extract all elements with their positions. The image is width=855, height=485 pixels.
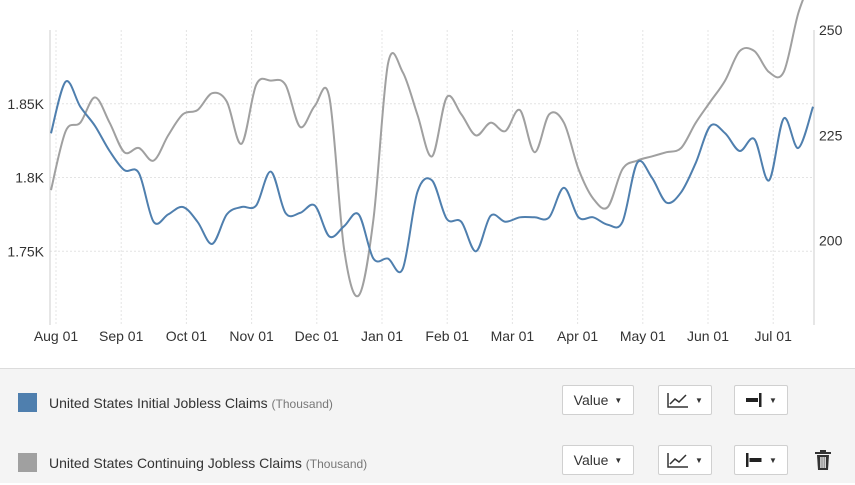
axis-dropdown-initial[interactable]: ▼	[734, 385, 788, 415]
x-tick-label: Sep 01	[99, 328, 144, 344]
value-dropdown-continuing[interactable]: Value ▼	[562, 445, 634, 475]
series-unit-initial: (Thousand)	[271, 397, 333, 411]
series-line-initial-claims	[50, 80, 814, 274]
y-right-tick-label: 225	[819, 127, 843, 143]
caret-down-icon: ▼	[614, 395, 623, 405]
jobless-claims-chart: 1.85K 1.8K 1.75K 250 225 200 Aug 01 Sep 01 Oct 0…	[7, 0, 843, 344]
x-tick-label: Mar 01	[491, 328, 535, 344]
left-axis-icon	[746, 453, 762, 467]
x-tick-label: Apr 01	[557, 328, 598, 344]
y-right-tick-label: 250	[819, 22, 843, 38]
x-tick-label: Dec 01	[295, 328, 340, 344]
x-tick-label: May 01	[620, 328, 666, 344]
chart-series	[50, 0, 814, 298]
series-line-continuing-claims	[50, 0, 804, 298]
caret-down-icon: ▼	[614, 455, 623, 465]
series-color-swatch-continuing	[18, 453, 37, 472]
chart-axes: 1.85K 1.8K 1.75K 250 225 200 Aug 01 Sep 01 Oct 0…	[7, 22, 842, 344]
legend-panel: United States Initial Jobless Claims (Th…	[0, 368, 855, 483]
series-label-continuing: United States Continuing Jobless Claims …	[49, 455, 368, 471]
right-axis-icon	[746, 393, 762, 407]
legend-row-continuing-claims: United States Continuing Jobless Claims …	[0, 445, 855, 485]
x-tick-label: Oct 01	[166, 328, 207, 344]
axis-dropdown-continuing[interactable]: ▼	[734, 445, 788, 475]
series-color-swatch-initial	[18, 393, 37, 412]
line-chart-icon	[667, 453, 689, 468]
legend-row-initial-claims: United States Initial Jobless Claims (Th…	[0, 385, 855, 425]
chart-grid	[50, 30, 814, 325]
x-tick-label: Aug 01	[34, 328, 79, 344]
line-chart-icon	[667, 393, 689, 408]
x-tick-label: Jan 01	[361, 328, 403, 344]
x-tick-label: Jun 01	[687, 328, 729, 344]
chart-type-dropdown-initial[interactable]: ▼	[658, 385, 712, 415]
x-tick-label: Feb 01	[425, 328, 469, 344]
series-unit-continuing: (Thousand)	[305, 457, 368, 471]
trash-icon[interactable]	[814, 450, 832, 470]
caret-down-icon: ▼	[769, 455, 777, 465]
y-right-tick-label: 200	[819, 233, 843, 249]
y-left-tick-label: 1.85K	[7, 96, 44, 112]
caret-down-icon: ▼	[695, 395, 703, 405]
value-dropdown-initial[interactable]: Value ▼	[562, 385, 634, 415]
caret-down-icon: ▼	[695, 455, 703, 465]
caret-down-icon: ▼	[769, 395, 777, 405]
x-tick-label: Jul 01	[755, 328, 793, 344]
chart-type-dropdown-continuing[interactable]: ▼	[658, 445, 712, 475]
y-left-tick-label: 1.75K	[7, 243, 44, 259]
x-tick-label: Nov 01	[229, 328, 274, 344]
series-label-initial: United States Initial Jobless Claims (Th…	[49, 395, 333, 411]
y-left-tick-label: 1.8K	[15, 170, 44, 186]
